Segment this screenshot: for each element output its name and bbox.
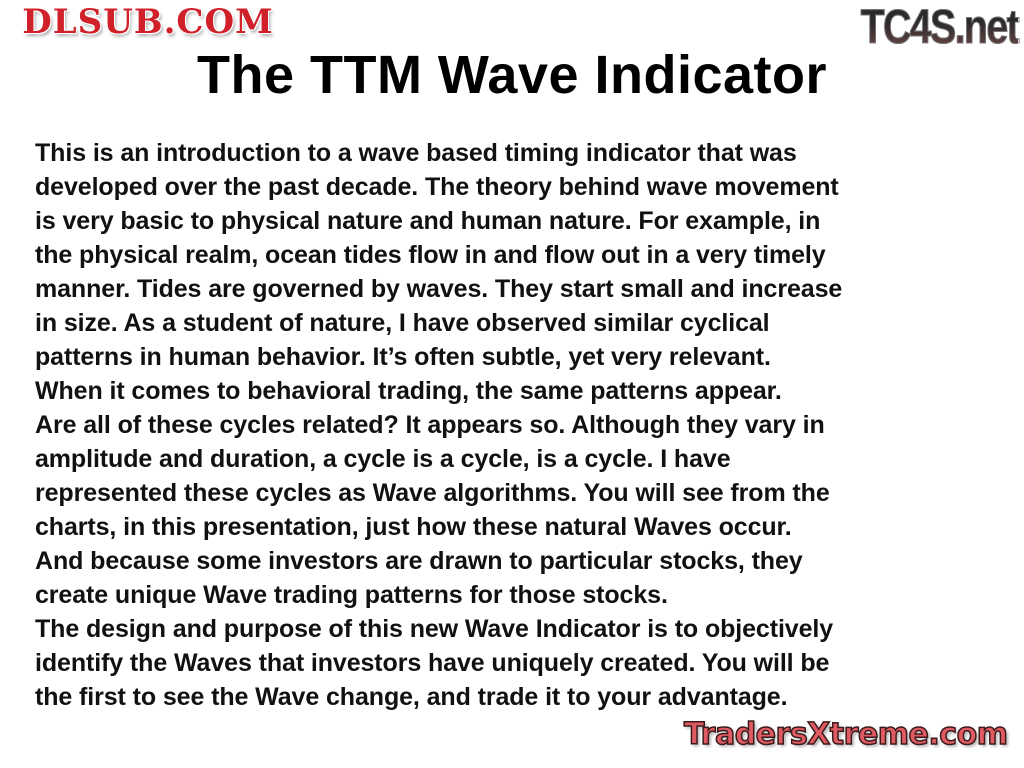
body-line: When it comes to behavioral trading, the… bbox=[35, 377, 782, 405]
tradersxtreme-watermark-logo: TradersXtreme.com bbox=[683, 716, 1008, 753]
body-line: identify the Waves that investors have u… bbox=[35, 649, 830, 677]
page-title: The TTM Wave Indicator bbox=[196, 45, 828, 105]
body-line: the first to see the Wave change, and tr… bbox=[35, 683, 788, 711]
body-line: patterns in human behavior. It’s often s… bbox=[35, 343, 771, 371]
dlsub-watermark-logo: DLSUB.COM bbox=[22, 2, 274, 42]
body-line: in size. As a student of nature, I have … bbox=[35, 309, 770, 337]
body-line: developed over the past decade. The theo… bbox=[35, 173, 839, 201]
body-line: Are all of these cycles related? It appe… bbox=[35, 411, 825, 439]
body-line: is very basic to physical nature and hum… bbox=[35, 207, 821, 235]
body-line: charts, in this presentation, just how t… bbox=[35, 513, 792, 541]
body-line: create unique Wave trading patterns for … bbox=[35, 581, 668, 609]
body-line: manner. Tides are governed by waves. The… bbox=[35, 275, 843, 303]
body-line: amplitude and duration, a cycle is a cyc… bbox=[35, 445, 731, 473]
body-line: This is an introduction to a wave based … bbox=[35, 139, 797, 167]
body-line: the physical realm, ocean tides flow in … bbox=[35, 241, 826, 269]
body-line: And because some investors are drawn to … bbox=[35, 547, 803, 575]
tc4s-watermark-logo: TC4S.net bbox=[860, 1, 1020, 55]
body-line: The design and purpose of this new Wave … bbox=[35, 615, 834, 643]
body-line: represented these cycles as Wave algorit… bbox=[35, 479, 830, 507]
body-text: This is an introduction to a wave based … bbox=[35, 136, 842, 714]
